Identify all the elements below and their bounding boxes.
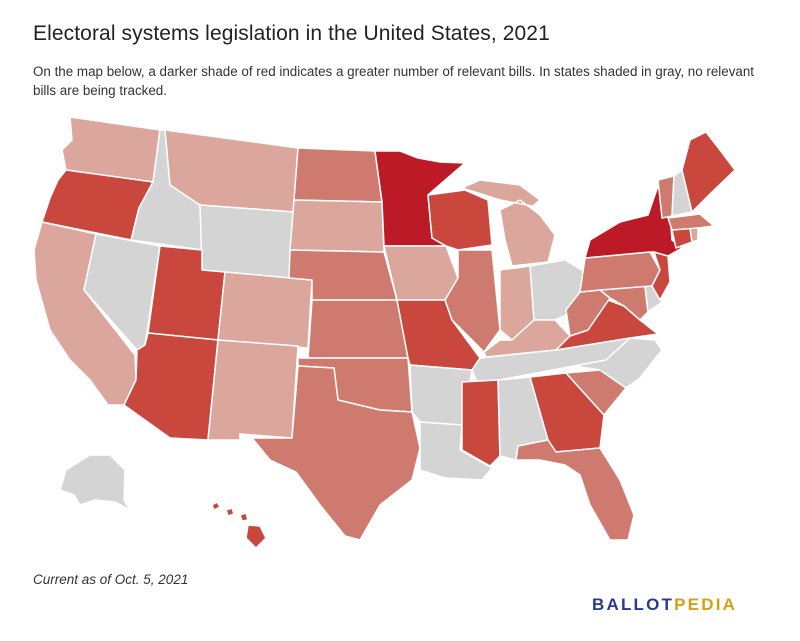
page-title: Electoral systems legislation in the Uni…: [33, 22, 550, 45]
state-CO[interactable]: [217, 271, 313, 349]
state-AK[interactable]: [59, 454, 131, 511]
state-CT[interactable]: [671, 227, 693, 249]
state-RI[interactable]: [689, 227, 699, 243]
state-MA[interactable]: [667, 213, 715, 231]
state-NC[interactable]: [573, 337, 663, 389]
state-NM[interactable]: [207, 339, 299, 441]
logo-part-ballot: BALLOT: [592, 595, 675, 614]
map-description: On the map below, a darker shade of red …: [33, 64, 755, 98]
state-FL[interactable]: [515, 439, 635, 541]
timestamp-note: Current as of Oct. 5, 2021: [33, 572, 189, 587]
state-MS[interactable]: [461, 379, 501, 467]
state-SD[interactable]: [289, 199, 385, 253]
state-IA[interactable]: [383, 245, 459, 301]
state-WY[interactable]: [199, 204, 295, 279]
state-TX[interactable]: [251, 365, 421, 541]
state-HI[interactable]: [211, 501, 267, 549]
state-ME[interactable]: [681, 131, 736, 213]
ballotpedia-logo[interactable]: BALLOTPEDIA: [592, 595, 737, 615]
state-ND[interactable]: [293, 147, 383, 203]
state-IL[interactable]: [444, 249, 501, 353]
state-AZ[interactable]: [123, 332, 219, 441]
state-MI[interactable]: [461, 179, 556, 267]
state-WI[interactable]: [427, 189, 493, 251]
logo-part-pedia: PEDIA: [674, 595, 738, 614]
state-KS[interactable]: [307, 299, 409, 359]
